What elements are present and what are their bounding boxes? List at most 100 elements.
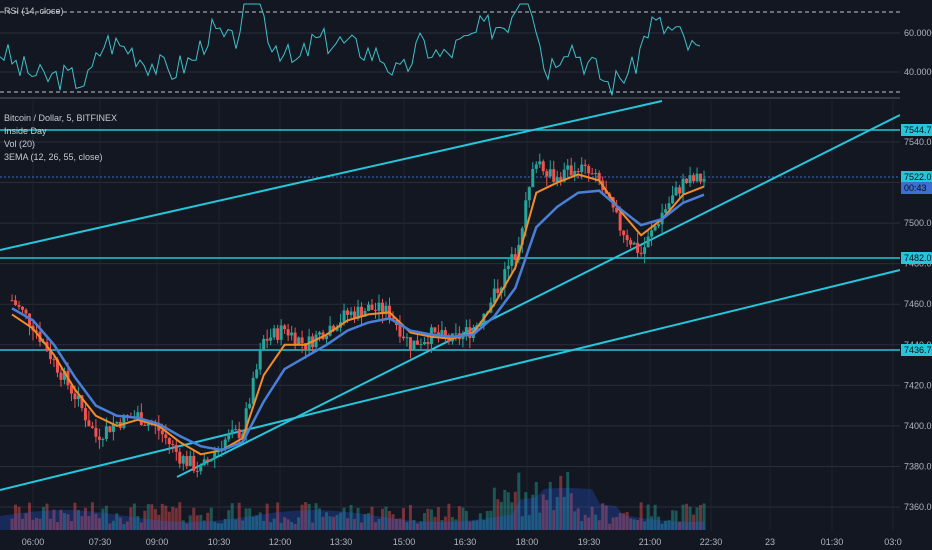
indicator-legend-3ema[interactable]: 3EMA (12, 26, 55, close) [4, 152, 103, 162]
time-tick-label: 09:00 [146, 537, 169, 547]
candle-body [297, 337, 301, 345]
time-axis[interactable] [0, 532, 932, 550]
volume-bar [258, 512, 262, 530]
volume-bar [457, 506, 461, 530]
volume-bar [94, 513, 98, 530]
candle-body [164, 434, 168, 439]
volume-bar [321, 516, 325, 530]
volume-bar [674, 510, 678, 530]
price-tag [901, 344, 932, 356]
candle-body [671, 195, 675, 204]
volume-bar [213, 521, 217, 530]
candle-body [48, 351, 52, 360]
volume-bar [206, 512, 210, 530]
lower-trendline[interactable] [0, 269, 901, 491]
volume-bar [21, 518, 25, 530]
volume-bar [594, 514, 598, 530]
volume-bar [279, 522, 283, 530]
volume-bar [471, 520, 475, 530]
volume-bar [482, 520, 486, 530]
trendlines[interactable] [0, 100, 901, 491]
volume-bar [230, 503, 234, 530]
volume-bar [181, 520, 185, 530]
volume-bar [426, 508, 430, 530]
candle-body [143, 424, 147, 426]
candle-body [80, 395, 84, 409]
candle-body [559, 177, 563, 182]
volume-bar [73, 502, 77, 530]
candle-body [332, 325, 336, 331]
candle-body [422, 342, 426, 345]
volume-bar [111, 520, 115, 530]
symbol-legend[interactable]: Bitcoin / Dollar, 5, BITFINEX [4, 113, 117, 123]
candle-body [55, 359, 59, 373]
candle-body [531, 168, 535, 188]
volume-bar [185, 523, 189, 530]
volume-bar [412, 519, 416, 530]
candle-body [213, 452, 217, 460]
volume-bar [429, 509, 433, 530]
candle-body [21, 306, 25, 310]
candle-body [674, 187, 678, 196]
candle-body [157, 424, 161, 431]
volume-bar [657, 516, 661, 530]
time-tick-label: 23 [765, 537, 775, 547]
horizontal-levels[interactable] [0, 129, 900, 351]
indicator-legend-inside-day[interactable]: Inside Day [4, 126, 47, 136]
volume-bar [55, 522, 59, 530]
candle-body [94, 427, 98, 437]
candle-body [335, 327, 339, 331]
candle-body [545, 171, 549, 177]
volume-bar [286, 519, 290, 530]
volume-bar [629, 518, 633, 530]
volume-bar [171, 506, 175, 530]
price-axis[interactable] [900, 0, 932, 532]
candle-body [237, 429, 241, 438]
price-tick-label: 7500.0 [904, 218, 932, 228]
rsi-legend[interactable]: RSI (14, close) [4, 6, 64, 16]
volume-bar [394, 518, 398, 530]
candle-body [622, 230, 626, 236]
candle-body [160, 430, 164, 435]
volume-bar [520, 516, 524, 530]
indicator-legend-volume[interactable]: Vol (20) [4, 139, 35, 149]
volume-bar [24, 513, 28, 530]
volume-bar [499, 501, 503, 530]
volume-bar [353, 519, 357, 530]
volume-bar [241, 520, 245, 530]
candle-body [115, 421, 119, 424]
candle-body [384, 305, 388, 315]
candle-body [76, 395, 80, 400]
volume-bar [262, 520, 266, 530]
volume-bar [125, 521, 129, 530]
volume-bar [611, 517, 615, 530]
candle-body [643, 247, 647, 254]
candle-body [699, 173, 703, 182]
rising-support-trendline[interactable] [176, 114, 901, 478]
volume-bar [461, 507, 465, 530]
candle-body [692, 175, 696, 182]
volume-bar [328, 516, 332, 530]
volume-bar [248, 508, 252, 530]
time-tick-label: 06:00 [22, 537, 45, 547]
candle-body [440, 330, 444, 337]
candle-body [464, 327, 468, 334]
volume-bar [220, 523, 224, 530]
volume-bar [524, 492, 528, 530]
volume-bar [339, 512, 343, 530]
volume-bar [304, 502, 308, 530]
volume-bar [573, 511, 577, 530]
volume-bar [643, 521, 647, 530]
candle-body [111, 423, 115, 432]
volume-bar [153, 509, 157, 530]
candle-body [262, 338, 266, 351]
candle-body [503, 269, 507, 288]
volume-bar [660, 523, 664, 530]
candle-body [569, 165, 573, 176]
candle-body [370, 304, 374, 310]
volume-bar [545, 500, 549, 530]
upper-channel-trendline[interactable] [0, 100, 663, 251]
volume-bar [646, 504, 650, 530]
